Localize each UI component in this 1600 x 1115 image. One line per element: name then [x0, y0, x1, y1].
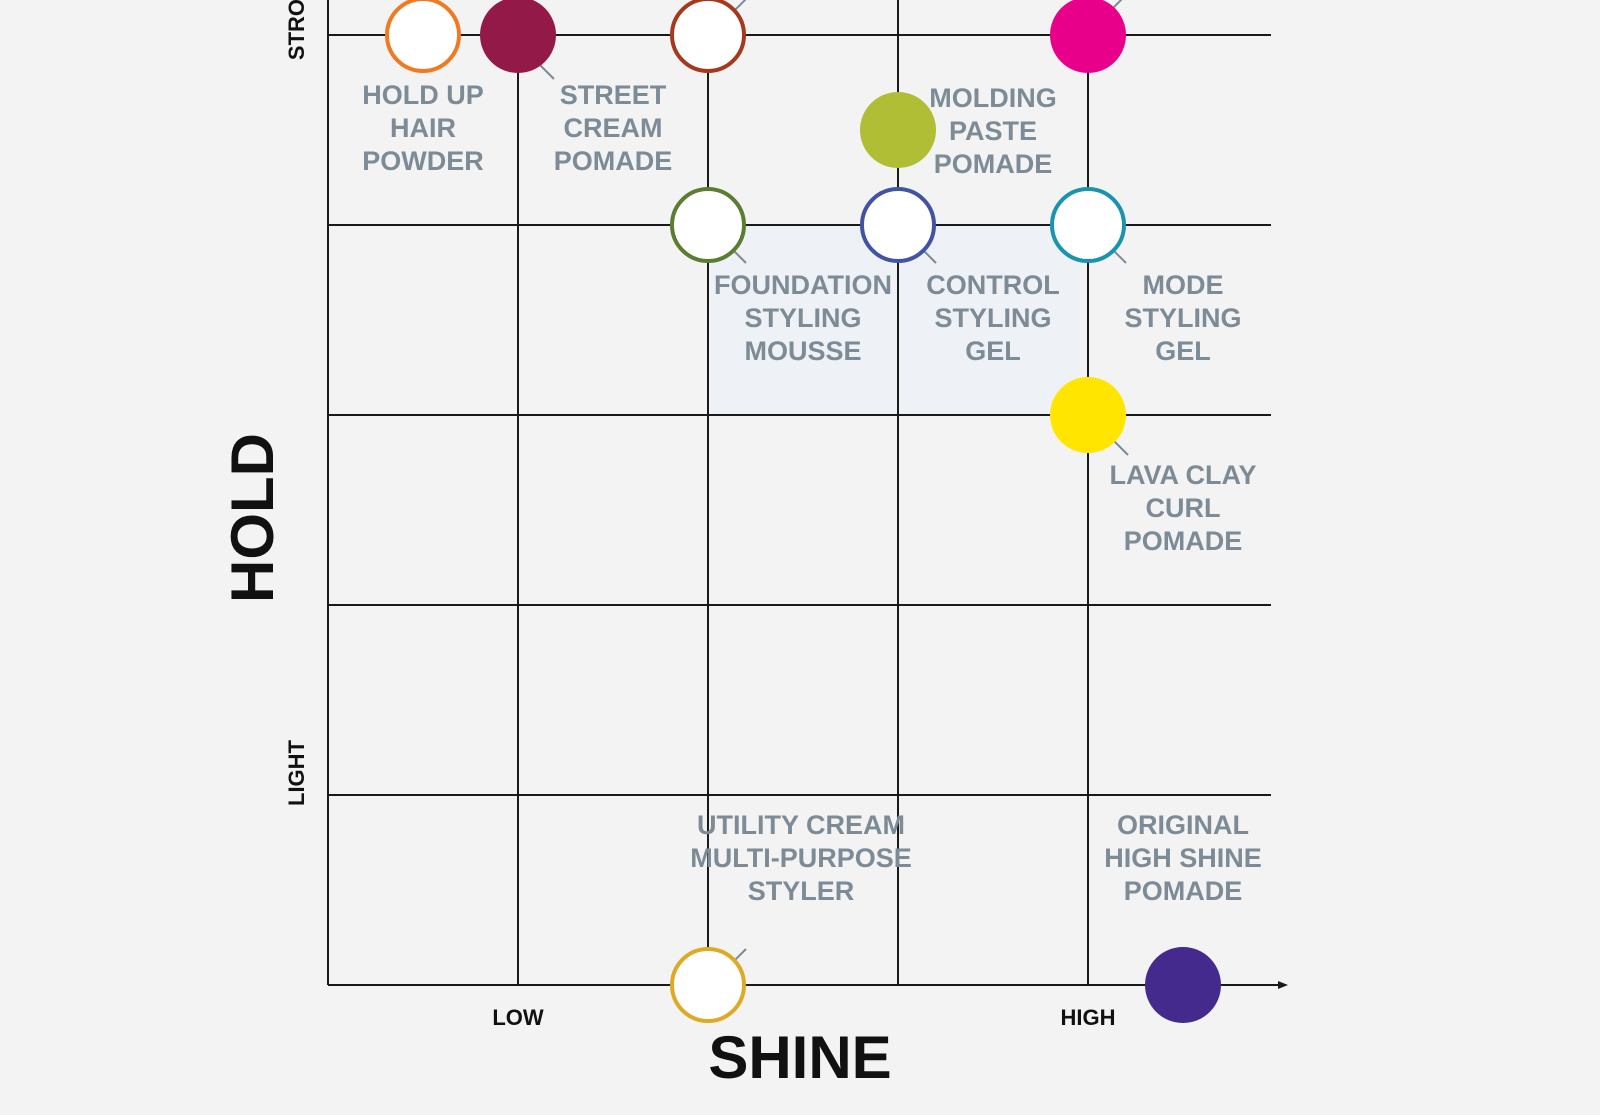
label-line: FOUNDATION	[714, 270, 892, 300]
label-lava-clay-curl-pomade: LAVA CLAY CURL POMADE	[1109, 460, 1256, 556]
label-line: HOLD UP	[362, 80, 484, 110]
label-line: STYLER	[748, 876, 855, 906]
point-control-styling-gel	[860, 187, 936, 263]
data-points	[385, 0, 1221, 1023]
label-line: POWDER	[362, 146, 484, 176]
point-foundation-styling-mousse	[670, 187, 746, 263]
label-line: STREET	[560, 80, 667, 110]
point-hold-up-hair-powder	[385, 0, 461, 73]
label-molding-paste-pomade: MOLDING PASTE POMADE	[929, 83, 1057, 179]
x-axis-title: SHINE	[708, 1024, 891, 1091]
point-mode-styling-gel	[1050, 187, 1126, 263]
y-tick-label: LIGHT	[284, 739, 309, 806]
label-street-cream-pomade: STREET CREAM POMADE	[554, 80, 673, 176]
label-line: STYLING	[744, 303, 861, 333]
label-line: HIGH SHINE	[1104, 843, 1262, 873]
y-tick-label: STRONG	[284, 0, 309, 60]
label-line: STYLING	[1124, 303, 1241, 333]
label-utility-cream-multi-purpose-styler: UTILITY CREAM MULTI-PURPOSE STYLER	[690, 810, 912, 906]
label-line: MODE	[1143, 270, 1224, 300]
label-line: MOUSSE	[744, 336, 861, 366]
label-control-styling-gel: CONTROL STYLING GEL	[926, 270, 1059, 366]
label-line: GEL	[1155, 336, 1211, 366]
point-labels: HOLDTIGHTCLAY GELHOLD UPHAIRPOWDERSTREET…	[362, 80, 1262, 906]
point-original-high-shine-pomade	[1145, 947, 1221, 1023]
label-line: UTILITY CREAM	[697, 810, 905, 840]
label-line: PASTE	[949, 116, 1037, 146]
label-line: POMADE	[934, 149, 1053, 179]
tick-labels: LOW HIGH STRONG LIGHT	[284, 0, 1116, 1030]
point-molding-paste-pomade	[860, 92, 936, 168]
label-line: POMADE	[554, 146, 673, 176]
point-street-cream-pomade	[480, 0, 556, 73]
label-line: HAIR	[390, 113, 456, 143]
point-lava-clay-curl-pomade	[1050, 377, 1126, 453]
x-tick-label: HIGH	[1061, 1005, 1116, 1030]
label-line: MULTI-PURPOSE	[690, 843, 912, 873]
label-line: ORIGINAL	[1117, 810, 1249, 840]
point-fuddy-matte-styling-gel	[670, 0, 746, 73]
label-line: CONTROL	[926, 270, 1059, 300]
label-line: POMADE	[1124, 526, 1243, 556]
label-mode-styling-gel: MODE STYLING GEL	[1124, 270, 1241, 366]
y-axis-title: HOLD	[219, 433, 286, 603]
label-foundation-styling-mousse: FOUNDATION STYLING MOUSSE	[714, 270, 892, 366]
label-hold-up-hair-powder: HOLD UP HAIR POWDER	[362, 80, 484, 176]
label-line: GEL	[965, 336, 1021, 366]
point-utility-cream-multi-purpose-styler	[670, 947, 746, 1023]
x-tick-label: LOW	[492, 1005, 544, 1030]
label-line: CREAM	[564, 113, 663, 143]
axes	[327, 0, 1288, 989]
label-line: MOLDING	[929, 83, 1057, 113]
point-dope-hybrid-pomade	[1050, 0, 1126, 73]
label-original-high-shine-pomade: ORIGINAL HIGH SHINE POMADE	[1104, 810, 1262, 906]
label-line: STYLING	[934, 303, 1051, 333]
label-line: LAVA CLAY	[1109, 460, 1256, 490]
label-line: POMADE	[1124, 876, 1243, 906]
label-line: CURL	[1146, 493, 1221, 523]
